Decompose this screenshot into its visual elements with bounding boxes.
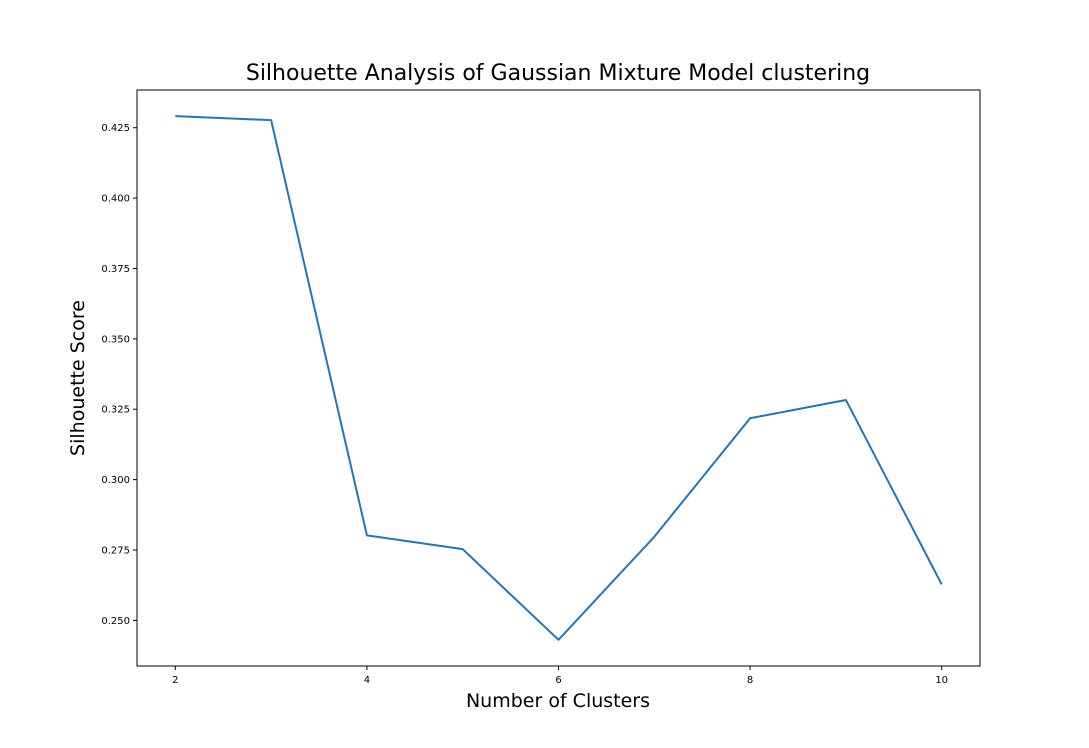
plot-frame	[136, 89, 981, 667]
y-axis-label: Silhouette Score	[67, 300, 89, 456]
x-tick-label-2: 2	[172, 675, 178, 686]
x-tick-label-6: 6	[555, 675, 561, 686]
y-tick-label-3: 0.325	[101, 405, 130, 416]
x-tick-label-10: 10	[935, 675, 948, 686]
y-tick-label-1: 0.275	[101, 546, 130, 557]
y-tick-label-0: 0.250	[101, 616, 130, 627]
y-tick-label-5: 0.375	[101, 264, 130, 275]
y-tick-label-2: 0.300	[101, 475, 130, 486]
y-tick-label-6: 0.400	[101, 194, 130, 205]
y-tick-label-7: 0.425	[101, 123, 130, 134]
x-axis-label: Number of Clusters	[466, 690, 650, 712]
chart-title: Silhouette Analysis of Gaussian Mixture …	[246, 61, 870, 86]
y-tick-label-4: 0.350	[101, 334, 130, 345]
plot-area: 2 4 6 8 10 0.250 0.275 0.300 0.325 0.350 0.375 0.40…	[101, 89, 981, 686]
series-line-0	[175, 115, 943, 641]
x-tick-label-8: 8	[747, 675, 753, 686]
x-tick-label-4: 4	[364, 675, 370, 686]
